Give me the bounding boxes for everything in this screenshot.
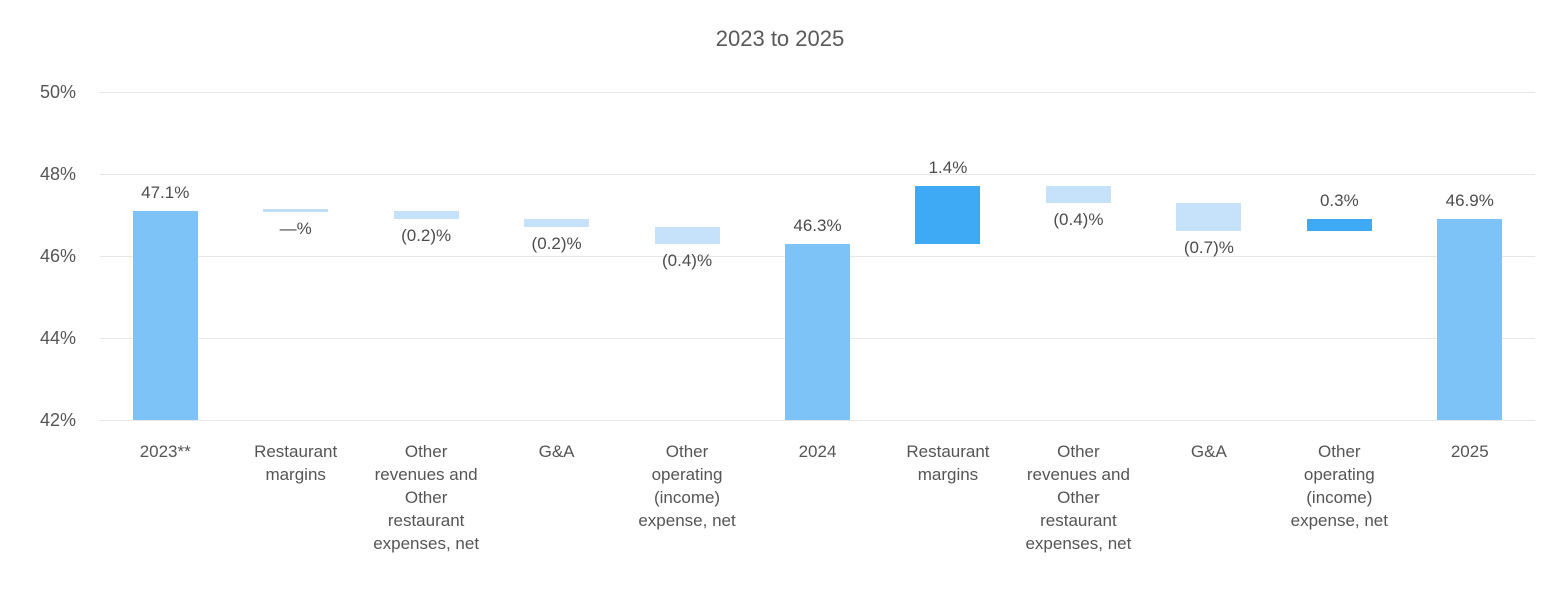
y-axis-tick-label: 50% [39, 82, 76, 102]
y-gridline [100, 174, 1535, 175]
bar-value-label: (0.2)% [531, 234, 582, 254]
y-gridline [100, 92, 1535, 93]
waterfall-bar-decrease [524, 219, 590, 228]
waterfall-bar-total [785, 243, 850, 420]
y-axis-tick-label: 48% [39, 164, 76, 184]
x-axis-category-label: Other revenues and Other restaurant expe… [373, 442, 480, 553]
x-axis-category-label: 2023** [139, 442, 191, 461]
x-axis-category-label: 2025 [1450, 442, 1489, 461]
x-axis-category-label: 2024 [798, 442, 837, 461]
waterfall-bar-increase [915, 186, 981, 244]
y-axis-tick-label: 42% [39, 410, 76, 430]
bar-value-label: 46.3% [793, 215, 842, 235]
x-axis-category-label: Other operating (income) expense, net [638, 442, 736, 530]
bar-value-label: 1.4% [928, 158, 968, 178]
bar-value-label: —% [279, 219, 312, 239]
bar-value-label: (0.7)% [1183, 238, 1234, 258]
y-gridline [100, 420, 1535, 421]
x-axis-category-label: G&A [1190, 442, 1227, 461]
x-axis-category-label: Other operating (income) expense, net [1290, 442, 1388, 530]
bar-value-label: (0.4)% [661, 250, 713, 270]
bar-value-label: (0.2)% [401, 226, 452, 246]
waterfall-bar-increase [1306, 219, 1372, 232]
x-axis-category-label: Restaurant margins [254, 442, 338, 484]
waterfall-bar-decrease [1045, 186, 1111, 203]
x-axis-category-label: Other revenues and Other restaurant expe… [1025, 442, 1132, 553]
x-axis-category-label: G&A [538, 442, 575, 461]
y-axis-tick-label: 46% [39, 246, 76, 266]
waterfall-bar-zero [263, 209, 329, 213]
x-axis-category-label: Restaurant margins [906, 442, 990, 484]
chart-title: 2023 to 2025 [715, 26, 845, 51]
bar-value-label: 46.9% [1445, 191, 1494, 211]
waterfall-bar-decrease [654, 227, 720, 244]
waterfall-bar-total [1437, 219, 1503, 420]
bar-value-label: 0.3% [1319, 191, 1359, 211]
bar-value-label: (0.4)% [1053, 209, 1104, 229]
y-axis-tick-label: 44% [39, 328, 76, 348]
waterfall-bar-decrease [393, 210, 459, 220]
waterfall-bar-decrease [1176, 202, 1242, 232]
bar-value-label: 47.1% [141, 182, 190, 202]
waterfall-bar-total [132, 210, 198, 420]
